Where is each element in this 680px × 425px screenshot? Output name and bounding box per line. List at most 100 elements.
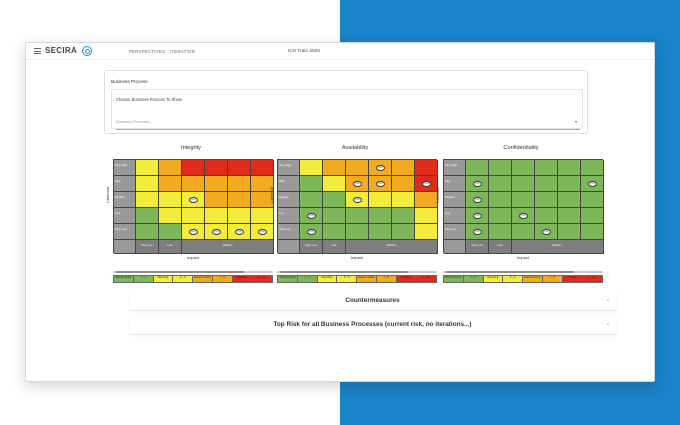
risk-cell [512, 160, 535, 176]
axis-corner [278, 240, 300, 254]
risk-cell [535, 176, 558, 192]
likelihood-row-label: Medium [278, 192, 300, 208]
likelihood-row-label: Low [278, 208, 300, 224]
legend-item: Need for Action [193, 276, 213, 282]
legend-scroll-thumb[interactable] [280, 271, 408, 273]
legend-scroll-thumb[interactable] [116, 271, 244, 273]
risk-marker[interactable]: RISK [189, 197, 198, 203]
risk-cell [558, 176, 581, 192]
legend-row: Risk Accepted 1 – 4 Reporting 5 – 6 Need for… [443, 275, 603, 283]
risk-cell [512, 224, 535, 240]
risk-cell [228, 176, 251, 192]
risk-marker[interactable]: RISK [235, 229, 244, 235]
legend-scrollbar[interactable] [443, 271, 603, 273]
risk-marker[interactable]: RISK [376, 181, 385, 187]
risk-marker[interactable]: RISK [473, 213, 482, 219]
risk-cell [512, 176, 535, 192]
likelihood-row-label: Medium [444, 192, 466, 208]
risk-cell [369, 224, 392, 240]
risk-cell [205, 176, 228, 192]
business-process-chooser: Choose Business Process To Show Business… [111, 89, 583, 130]
countermeasures-accordion[interactable]: Countermeasures ⌄ [129, 291, 616, 311]
risk-cell [251, 208, 274, 224]
risk-marker[interactable]: RISK [473, 197, 482, 203]
risk-legend: Risk Accepted 1 – 4 Reporting 5 – 6 Need for… [277, 271, 437, 289]
risk-cell [489, 224, 512, 240]
risk-marker[interactable]: RISK [353, 197, 362, 203]
risk-cell [392, 208, 415, 224]
risk-marker[interactable]: RISK [473, 181, 482, 187]
risk-cell [228, 160, 251, 176]
risk-cell [300, 176, 323, 192]
risk-marker[interactable]: RISK [258, 229, 267, 235]
risk-cell [228, 208, 251, 224]
likelihood-row-label: High [444, 176, 466, 192]
nav-perspectives[interactable]: PERSPECTIVES [129, 49, 166, 54]
app-logo[interactable]: SECIRA [45, 46, 78, 55]
impact-column-label: Medium [512, 240, 604, 254]
matrix-grid: Very High High Medium Low Very Low Very Low Lo… [443, 159, 604, 254]
impact-column-label: Medium [182, 240, 274, 254]
legend-scroll-thumb[interactable] [446, 271, 574, 273]
matrix-grid: Very High High Medium Low Very Low Very Low Lo… [277, 159, 438, 254]
risk-cell [205, 160, 228, 176]
risk-cell [159, 224, 182, 240]
business-process-select[interactable]: Business Process1 ▾ [116, 119, 580, 130]
risk-cell [159, 192, 182, 208]
likelihood-row-label: Medium [114, 192, 136, 208]
risk-cell [300, 192, 323, 208]
legend-item: Reporting [483, 276, 504, 282]
legend-item: Top Risk [232, 276, 253, 282]
legend-scrollbar[interactable] [113, 271, 273, 273]
risk-cell [466, 160, 489, 176]
legend-item: 7 – 8 [212, 276, 233, 282]
risk-cell [159, 176, 182, 192]
risk-matrix: Integrity Likelihood Very High High Medium Lo… [106, 145, 276, 275]
risk-cell [136, 160, 159, 176]
countermeasures-title: Countermeasures [345, 297, 400, 304]
risk-cell [392, 224, 415, 240]
dropdown-arrow-icon: ▾ [574, 119, 577, 124]
risk-marker[interactable]: RISK [376, 165, 385, 171]
risk-marker[interactable]: RISK [212, 229, 221, 235]
risk-cell [558, 208, 581, 224]
risk-legend: Risk Accepted 1 – 4 Reporting 5 – 6 Need for… [443, 271, 603, 289]
axis-corner [114, 240, 136, 254]
legend-item: Reporting [153, 276, 174, 282]
nav-iteration[interactable]: ITERATION [170, 49, 195, 54]
impact-column-label: Low [323, 240, 346, 254]
risk-marker[interactable]: RISK [542, 229, 551, 235]
business-process-card: Business Process Choose Business Process… [104, 70, 588, 134]
risk-cell [581, 192, 604, 208]
legend-row: Risk Accepted 1 – 4 Reporting 5 – 6 Need for… [113, 275, 273, 283]
risk-cell [205, 192, 228, 208]
risk-cell [159, 160, 182, 176]
legend-row: Risk Accepted 1 – 4 Reporting 5 – 6 Need for… [277, 275, 437, 283]
risk-marker[interactable]: RISK [189, 229, 198, 235]
business-process-title: Business Process [111, 79, 148, 84]
risk-cell [558, 160, 581, 176]
risk-marker[interactable]: RISK [519, 213, 528, 219]
likelihood-row-label: Very Low [444, 224, 466, 240]
legend-scrollbar[interactable] [277, 271, 437, 273]
risk-cell [323, 224, 346, 240]
risk-cell [558, 192, 581, 208]
risk-cell [581, 160, 604, 176]
likelihood-row-label: Very High [444, 160, 466, 176]
risk-cell [581, 208, 604, 224]
risk-marker[interactable]: RISK [307, 229, 316, 235]
impact-column-label: Very Low [466, 240, 489, 254]
risk-marker[interactable]: RISK [353, 181, 362, 187]
app-window: SECIRA PERSPECTIVES ITERATION ICS Train … [25, 42, 655, 382]
menu-icon[interactable] [34, 48, 41, 54]
likelihood-row-label: High [114, 176, 136, 192]
risk-marker[interactable]: RISK [307, 213, 316, 219]
risk-cell [346, 224, 369, 240]
top-risk-accordion[interactable]: Top Risk for all Business Processes (cur… [129, 315, 616, 335]
risk-marker[interactable]: RISK [588, 181, 597, 187]
risk-cell [346, 208, 369, 224]
impact-column-label: Very Low [136, 240, 159, 254]
risk-marker[interactable]: RISK [422, 181, 431, 187]
risk-marker[interactable]: RISK [473, 229, 482, 235]
risk-cell [415, 160, 438, 176]
